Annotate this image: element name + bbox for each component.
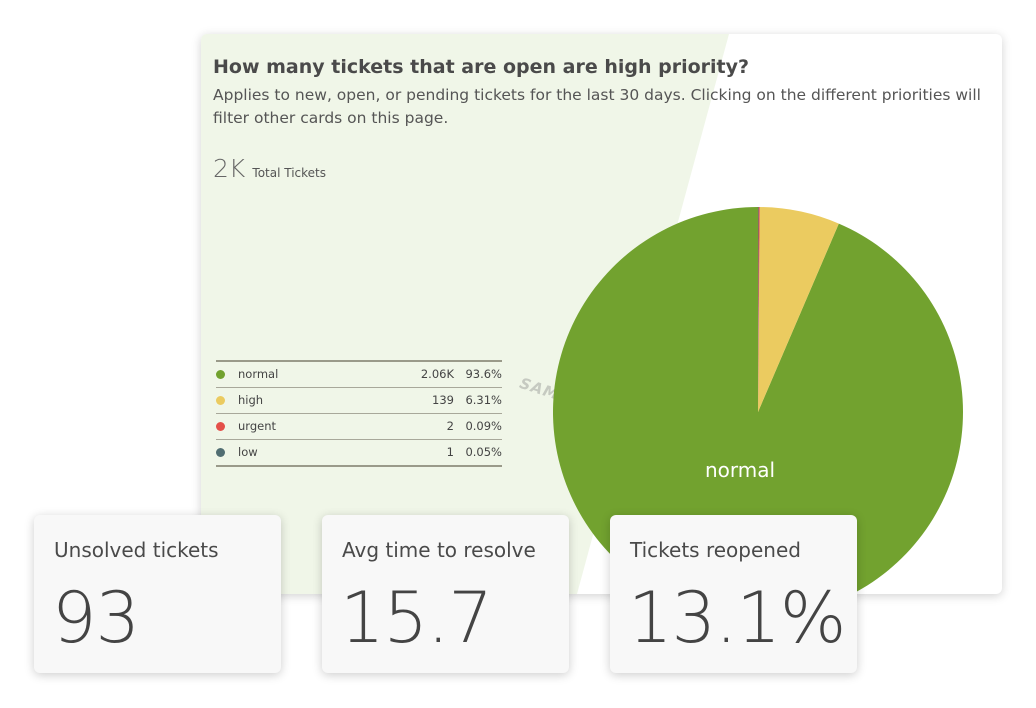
total-tickets: 2K Total Tickets bbox=[213, 154, 326, 183]
legend-count: 139 bbox=[432, 393, 454, 407]
legend-count: 1 bbox=[446, 445, 454, 459]
legend-percent: 0.05% bbox=[465, 445, 502, 459]
legend-name: high bbox=[238, 393, 264, 407]
legend-dot-normal bbox=[216, 370, 225, 379]
pie-slice-normal[interactable] bbox=[553, 207, 963, 594]
kpi-label: Avg time to resolve bbox=[342, 538, 536, 562]
legend-count: 2 bbox=[446, 419, 454, 433]
legend-dot-low bbox=[216, 448, 225, 457]
legend-item-high[interactable]: high 139 6.31% bbox=[216, 387, 502, 413]
kpi-value: 15.7 bbox=[340, 577, 493, 659]
card-description: Applies to new, open, or pending tickets… bbox=[213, 86, 981, 127]
legend-percent: 6.31% bbox=[465, 393, 502, 407]
kpi-card-unsolved[interactable]: Unsolved tickets 93 bbox=[34, 515, 281, 673]
kpi-card-avg-time[interactable]: Avg time to resolve 15.7 bbox=[322, 515, 569, 673]
legend-percent: 0.09% bbox=[465, 419, 502, 433]
pie-slice-high[interactable] bbox=[758, 207, 839, 412]
pie-slice-low[interactable] bbox=[758, 207, 759, 412]
legend-dot-high bbox=[216, 396, 225, 405]
kpi-value: 93 bbox=[52, 577, 140, 659]
total-tickets-value: 2K bbox=[213, 154, 246, 183]
legend-name: urgent bbox=[238, 419, 276, 433]
legend-item-low[interactable]: low 1 0.05% bbox=[216, 439, 502, 465]
kpi-card-reopened[interactable]: Tickets reopened 13.1% bbox=[610, 515, 857, 673]
legend-item-urgent[interactable]: urgent 2 0.09% bbox=[216, 413, 502, 439]
card-title: How many tickets that are open are high … bbox=[213, 56, 750, 78]
total-tickets-label: Total Tickets bbox=[252, 166, 326, 180]
chart-legend: normal 2.06K 93.6% high 139 6.31% urgent… bbox=[216, 360, 502, 467]
legend-item-normal[interactable]: normal 2.06K 93.6% bbox=[216, 362, 502, 387]
legend-percent: 93.6% bbox=[465, 367, 502, 381]
legend-name: low bbox=[238, 445, 258, 459]
legend-dot-urgent bbox=[216, 422, 225, 431]
pie-slice-urgent[interactable] bbox=[758, 207, 760, 412]
pie-chart bbox=[553, 207, 963, 594]
kpi-label: Unsolved tickets bbox=[54, 538, 219, 562]
kpi-value: 13.1% bbox=[628, 577, 846, 659]
priority-chart-card: How many tickets that are open are high … bbox=[201, 34, 1002, 594]
legend-count: 2.06K bbox=[420, 367, 454, 381]
kpi-label: Tickets reopened bbox=[630, 538, 801, 562]
pie-slice-label: normal bbox=[705, 458, 776, 482]
legend-name: normal bbox=[238, 367, 279, 381]
